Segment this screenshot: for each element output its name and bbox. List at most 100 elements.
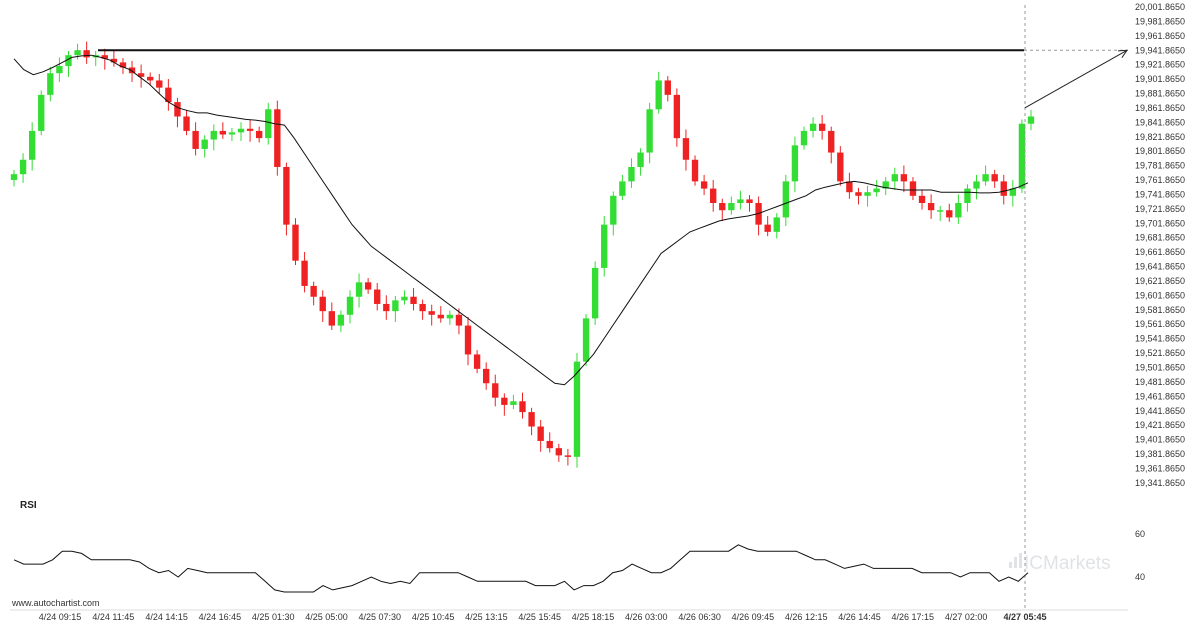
y-tick-label: 19,921.8650 [1135, 60, 1185, 70]
candle-body [637, 152, 644, 167]
y-tick-label: 19,881.8650 [1135, 89, 1185, 99]
projection-arrowhead [1117, 49, 1129, 58]
candle-body [719, 203, 726, 211]
y-tick-label: 19,461.8650 [1135, 391, 1185, 401]
projection-arrow [1024, 49, 1128, 109]
candle-body [383, 303, 390, 312]
y-tick-label: 20,001.8650 [1135, 2, 1185, 12]
candle-body [573, 361, 581, 457]
candle-body [346, 296, 354, 315]
candle-body [809, 123, 817, 131]
candle-body [937, 210, 944, 212]
candle-body [165, 87, 172, 103]
rsi-label: RSI [20, 500, 37, 511]
x-tick-label: 4/25 10:45 [412, 612, 455, 622]
y-tick-label: 19,741.8650 [1135, 189, 1185, 199]
y-tick-label: 19,341.8650 [1135, 478, 1185, 488]
candle-body [419, 303, 426, 312]
candle-body [219, 130, 227, 135]
y-tick-label: 19,701.8650 [1135, 218, 1185, 228]
candle-body [137, 73, 145, 77]
candle-body [328, 311, 335, 326]
candle-body [337, 314, 345, 326]
x-tick-label: 4/24 16:45 [199, 612, 242, 622]
candle-body [773, 217, 780, 232]
y-tick-label: 19,861.8650 [1135, 103, 1185, 113]
x-tick-label: 4/26 14:45 [838, 612, 881, 622]
candle-body [246, 128, 254, 131]
candle-body [710, 188, 717, 204]
x-tick-label: 4/24 11:45 [92, 612, 134, 622]
y-tick-label: 19,561.8650 [1135, 319, 1185, 329]
candle-body [147, 76, 154, 81]
time-axis: 4/24 09:15 4/24 11:45 4/24 14:15 4/24 16:45… [10, 609, 1128, 622]
candle-body [918, 195, 926, 204]
y-tick-label: 19,441.8650 [1135, 406, 1185, 416]
y-tick-label: 19,721.8650 [1135, 204, 1185, 214]
candle-body [800, 130, 808, 146]
x-tick-label: 4/25 01:30 [252, 612, 295, 622]
y-tick-label: 19,661.8650 [1135, 247, 1185, 257]
candle-body [1009, 188, 1017, 196]
candle-body [700, 181, 708, 189]
candle-body [818, 123, 826, 131]
candle-body [428, 311, 435, 315]
moving-average-line [13, 54, 1029, 386]
y-tick-label: 19,381.8650 [1135, 449, 1185, 459]
y-tick-label: 19,961.8650 [1135, 31, 1185, 41]
candle-body [483, 368, 490, 384]
rsi-line [13, 544, 1029, 593]
y-tick-label: 19,641.8650 [1135, 262, 1185, 272]
x-tick-label: 4/24 09:15 [39, 612, 82, 622]
x-tick-label: 4/26 06:30 [678, 612, 721, 622]
candle-body [210, 130, 217, 140]
candle-body [528, 412, 535, 427]
candle-body [564, 455, 572, 457]
y-tick-label: 19,581.8650 [1135, 305, 1185, 315]
x-tick-label: 4/26 03:00 [625, 612, 668, 622]
candle-body [310, 285, 317, 297]
candle-body [982, 174, 989, 182]
candle-body [364, 282, 372, 290]
candle-body [65, 55, 72, 67]
candle-body [537, 426, 544, 441]
site-watermark: www.autochartist.com [11, 598, 100, 608]
candle-body [501, 397, 508, 405]
candle-body [156, 80, 163, 88]
x-tick-label: 4/27 02:00 [945, 612, 988, 622]
candle-body [28, 130, 36, 160]
candle-body [410, 296, 417, 304]
brand-logo: ICMarkets [1009, 553, 1111, 574]
candle-body [201, 139, 208, 149]
candle-body [864, 192, 871, 196]
x-tick-label: 4/25 07:30 [359, 612, 402, 622]
candle-body [128, 67, 136, 74]
y-tick-label: 19,481.8650 [1135, 377, 1185, 387]
candle-body [900, 174, 908, 182]
candle-body [955, 203, 962, 218]
candle-body [828, 130, 835, 153]
x-tick-label: 4/25 15:45 [518, 612, 561, 622]
candle-body [737, 199, 744, 204]
candle-body [882, 181, 889, 189]
candle-body [292, 224, 299, 261]
candle-body [664, 80, 671, 95]
candle-body [601, 224, 608, 268]
candle-body [619, 181, 626, 196]
rsi-tick-label: 60 [1135, 529, 1145, 539]
candle-body [782, 181, 790, 218]
candle-body [891, 174, 898, 182]
candle-body [837, 152, 844, 182]
candle-body [319, 296, 326, 312]
candle-body [1027, 116, 1035, 124]
candle-body [846, 181, 853, 193]
candle-body [228, 132, 236, 135]
candle-body [855, 192, 862, 196]
candle-body [437, 314, 444, 319]
y-tick-label: 19,501.8650 [1135, 363, 1185, 373]
candle-body [610, 195, 617, 225]
y-tick-label: 19,621.8650 [1135, 276, 1185, 286]
candle-body [237, 128, 245, 133]
y-tick-label: 19,821.8650 [1135, 132, 1185, 142]
y-tick-label: 19,421.8650 [1135, 420, 1185, 430]
